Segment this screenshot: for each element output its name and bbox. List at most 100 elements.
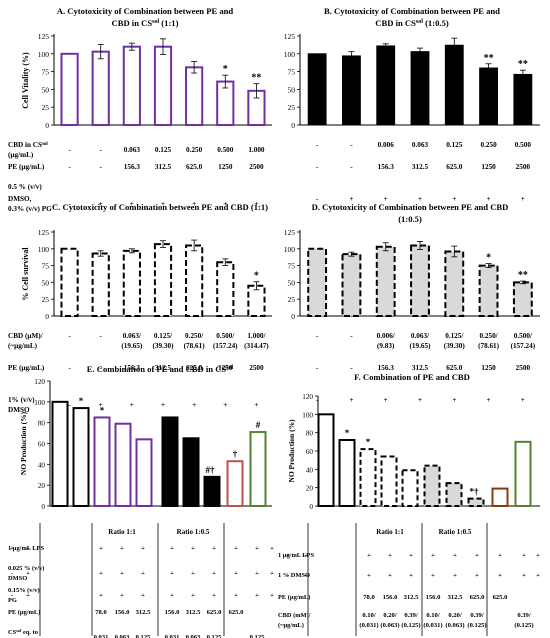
panel-d-cell: 0.006/	[377, 332, 396, 340]
panel-c-cell: +	[99, 401, 103, 409]
panel-f-cell: +	[304, 552, 308, 559]
panel-e-cell: +	[255, 570, 259, 577]
panel-e-cell: +	[170, 545, 174, 552]
panel-f-cell: 625.0	[470, 594, 486, 601]
panel-a-significance: *	[223, 64, 228, 75]
panel-a-title: A. Cytotoxicity of Combination between P…	[57, 6, 234, 16]
panel-d-cell: -	[316, 332, 319, 340]
panel-a-cell: +	[254, 200, 258, 208]
panel-f-cell: +	[498, 552, 502, 559]
panel-b-y-tick-label: 75	[288, 68, 296, 77]
panel-d-significance: *	[486, 253, 491, 264]
panel-e-cell: +	[26, 592, 30, 599]
panel-e-cell: +	[170, 570, 174, 577]
panel-e-cell: 78.0	[95, 609, 107, 616]
panel-b-title: B. Cytotoxicity of Combination between P…	[324, 6, 500, 16]
panel-e-cell: +	[212, 545, 216, 552]
panel-b-bar	[307, 53, 327, 126]
panel-e-cell: 0.031	[94, 634, 109, 638]
panel-c-cell-2: (78.61)	[184, 342, 206, 350]
panel-f-cell: +	[286, 552, 290, 559]
panel-a-y-tick-label: 0	[45, 121, 49, 130]
panel-e-cell: 312.5	[186, 609, 202, 616]
panel-a-row-label: 0.5 % (v/v)	[8, 183, 42, 191]
panel-d-cell-2: (9.83)	[377, 342, 395, 350]
panel-e-cell: 0.063	[115, 634, 131, 638]
panel-e-ylabel: NO Production (%)	[19, 411, 28, 475]
panel-c-cell: +	[223, 401, 227, 409]
panel-d-cell: +	[521, 396, 525, 404]
panel-a-cell: 0.125	[155, 146, 172, 154]
panel-a-y-tick-label: 100	[38, 50, 50, 59]
panel-b-y-tick-label: 100	[284, 50, 296, 59]
panel-f-bar	[359, 448, 377, 507]
panel-b-cell: 0.125	[446, 141, 463, 149]
panel-e-cell: +	[120, 545, 124, 552]
panel-c-bar	[122, 249, 141, 317]
panel-d-bar	[375, 245, 396, 317]
panel-c-cell: +	[130, 401, 134, 409]
panel-d-cell: 0.500/	[514, 332, 533, 340]
panel-f-cell-2: (0.063)	[445, 622, 464, 629]
panel-a-row-label: DMSO,	[8, 195, 32, 203]
panel-d-bar	[307, 247, 328, 317]
panel-e-row-label: 0.025 % (v/v)	[8, 565, 44, 572]
panel-f-bar	[514, 440, 532, 508]
panel-c-bar	[185, 244, 204, 317]
panel-b-cell: 0.500	[515, 141, 532, 149]
panel-e-cell: 0.125	[136, 634, 152, 638]
panel-e-bar	[114, 422, 132, 508]
panel-f-row-label-2: (~µg/mL)	[278, 622, 304, 629]
panel-c-cell: -	[100, 364, 103, 372]
panel-b-bar	[444, 44, 464, 126]
panel-c-cell-2: (19.65)	[121, 342, 143, 350]
panel-c-y-tick-label: 100	[38, 245, 50, 254]
panel-f-bar	[423, 464, 441, 507]
panel-b-cell: -	[350, 141, 353, 149]
panel-e-significance: †	[233, 449, 238, 459]
panel-e-cell: +	[270, 570, 274, 577]
panel-f-cell: +	[475, 572, 479, 579]
panel-f-cell-2: (0.031)	[359, 622, 378, 629]
panel-c-cell: -	[68, 364, 71, 372]
panel-a-ylabel: Cell Vitality (%)	[21, 52, 30, 109]
panel-c-cell: 1250	[218, 364, 233, 372]
panel-f-cell-2: (0.031)	[423, 622, 442, 629]
panel-a-cell: -	[68, 146, 71, 154]
panel-e-cell: 0.125	[250, 634, 266, 638]
panel-c-cell: 0.250/	[185, 332, 204, 340]
panel-e-cell: +	[141, 545, 145, 552]
panel-e-cell: 312.5	[136, 609, 152, 616]
panel-b-cell: +	[384, 195, 388, 203]
panel-c-bar	[247, 284, 266, 318]
panel-c-y-tick-label: 75	[42, 262, 50, 271]
panel-f-y-tick-label: 40	[306, 466, 314, 474]
panel-d-cell-2: (39.30)	[444, 342, 466, 350]
panel-c-cell: 0.500/	[216, 332, 235, 340]
panel-a-bar	[122, 45, 141, 126]
panel-f-cell: +	[388, 572, 392, 579]
panel-f-cell: 625.0	[493, 594, 509, 601]
panel-f-bar	[317, 413, 335, 508]
panel-a-cell: 625.0	[186, 163, 203, 171]
panel-d-cell: +	[349, 396, 353, 404]
panel-c-y-tick-label: 125	[38, 228, 50, 237]
panel-e-row-label: PE (µg/mL)	[8, 609, 40, 616]
panel-d-cell-2: (78.61)	[478, 342, 500, 350]
panel-a-y-tick-label: 50	[42, 85, 50, 94]
panel-b-significance: **	[518, 59, 528, 70]
panel-f-cell: +	[409, 552, 413, 559]
panel-d-y-tick-label: 25	[288, 295, 296, 304]
panel-f-cell: +	[536, 552, 540, 559]
panel-b-bar	[342, 55, 361, 126]
panel-d-cell: -	[350, 332, 353, 340]
panel-f-y-tick-label: 0	[309, 503, 313, 511]
panel-c-bar	[91, 252, 110, 317]
panel-b-cell: 156.3	[378, 163, 395, 171]
panel-f-row-label: 1 µg/mL LPS	[278, 552, 314, 559]
panel-e-cell: +	[170, 592, 174, 599]
panel-f-cell-2: (0.125)	[514, 622, 533, 629]
panel-e-cell: +	[141, 570, 145, 577]
panel-e-bar	[161, 416, 179, 508]
